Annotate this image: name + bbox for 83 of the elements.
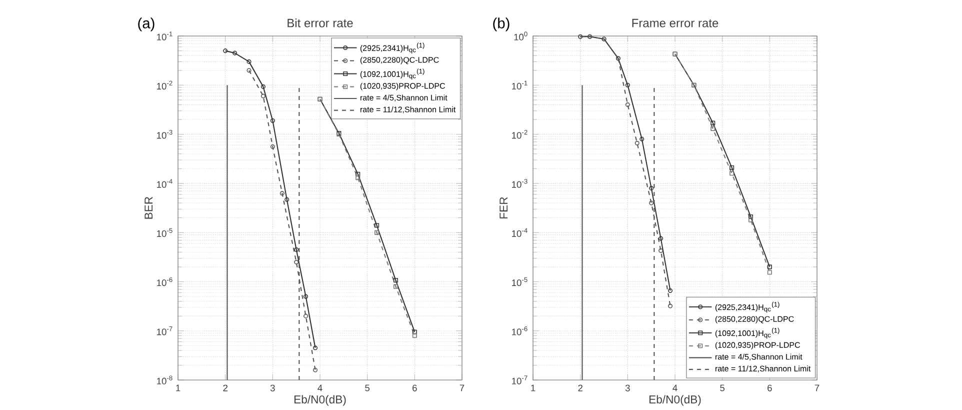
- y-tick-label: 10$^{-2}$: [157, 80, 172, 90]
- y-axis-title: BER: [144, 196, 152, 219]
- point: [634, 140, 640, 146]
- point: [246, 59, 252, 64]
- x-axis-title: Eb/N0(dB): [294, 395, 346, 406]
- point: [294, 247, 299, 252]
- x-tick-label: 3: [270, 384, 275, 392]
- point: [668, 304, 673, 308]
- y-tick-label: 10$^{-7}$: [512, 376, 528, 384]
- point: [640, 136, 644, 142]
- x-tick-label: 6: [768, 384, 772, 392]
- point: [730, 171, 734, 176]
- point: [374, 223, 380, 228]
- x-tick-label: 6: [412, 384, 417, 392]
- y-tick-label: 10$^{0}$: [514, 32, 528, 40]
- point: [374, 230, 380, 235]
- point: [658, 236, 664, 241]
- legend-label: (1020,935)PROP-LDPC: [360, 82, 446, 90]
- y-tick-label: 10$^{-6}$: [157, 277, 172, 286]
- point: [294, 260, 299, 264]
- x-tick-label: 1: [176, 384, 180, 392]
- x-tick-label: 5: [365, 384, 370, 392]
- y-tick-label: 10$^{-4}$: [157, 179, 172, 188]
- legend-label: rate = 11/12,Shannon Limit: [360, 106, 456, 114]
- x-tick-label: 2: [578, 384, 582, 392]
- point: [246, 68, 252, 73]
- point: [748, 214, 754, 219]
- x-axis-title: Eb/N0(dB): [649, 395, 701, 406]
- x-tick-label: 4: [672, 384, 678, 392]
- point: [260, 84, 266, 89]
- x-tick-label: 7: [460, 384, 464, 392]
- point: [284, 197, 290, 202]
- y-tick-label: 10$^{-5}$: [512, 277, 528, 286]
- point: [356, 176, 360, 180]
- point: [767, 270, 772, 275]
- point: [313, 368, 318, 372]
- point: [270, 144, 275, 149]
- y-tick-label: 10$^{-1}$: [512, 80, 528, 90]
- x-tick-label: 5: [720, 384, 725, 392]
- point: [393, 284, 398, 289]
- point: [710, 126, 716, 131]
- y-tick-label: 10$^{-2}$: [512, 130, 528, 139]
- y-tick-label: 10$^{-7}$: [157, 326, 172, 336]
- point: [649, 200, 654, 206]
- point: [280, 190, 284, 196]
- point: [658, 248, 664, 253]
- legend-label: rate = 4/5,Shannon Limit: [360, 94, 448, 102]
- y-tick-label: 10$^{-4}$: [512, 228, 528, 237]
- x-tick-label: 3: [625, 384, 630, 392]
- point: [304, 294, 308, 299]
- y-axis-title: FER: [500, 197, 508, 218]
- point: [710, 120, 716, 126]
- point: [625, 102, 630, 107]
- legend-label: rate = 4/5,Shannon Limit: [715, 354, 802, 361]
- point: [412, 333, 417, 338]
- legend-label: rate = 11/12,Shannon Limit: [715, 365, 811, 372]
- point: [356, 172, 360, 176]
- legend-label: (2850,2280)QC-LDPC: [715, 316, 794, 324]
- point: [304, 314, 308, 318]
- point: [625, 82, 630, 88]
- y-tick-label: 10$^{-6}$: [512, 326, 528, 336]
- point: [730, 165, 734, 170]
- y-tick-label: 10$^{-3}$: [157, 130, 172, 139]
- text: (b): [493, 18, 510, 32]
- y-tick-label: 10$^{-5}$: [157, 228, 172, 237]
- point: [649, 186, 654, 190]
- y-tick-label: 10$^{-1}$: [157, 32, 172, 40]
- legend-label: (1020,935)PROP-LDPC: [715, 342, 800, 350]
- point: [270, 118, 275, 123]
- x-tick-label: 7: [814, 384, 820, 392]
- chart-title: Bit error rate: [288, 18, 353, 28]
- point: [393, 278, 398, 282]
- y-tick-label: 10$^{-3}$: [512, 178, 528, 188]
- x-tick-label: 4: [318, 384, 322, 392]
- point: [232, 50, 238, 56]
- x-tick-label: 1: [531, 384, 536, 392]
- text: (a): [138, 18, 154, 32]
- legend-label: (2850,2280)QC-LDPC: [360, 56, 439, 64]
- chart-title: Frame error rate: [632, 18, 718, 28]
- y-tick-label: 10$^{-8}$: [157, 376, 172, 384]
- x-tick-label: 2: [223, 384, 228, 392]
- point: [748, 218, 754, 222]
- point: [260, 94, 266, 98]
